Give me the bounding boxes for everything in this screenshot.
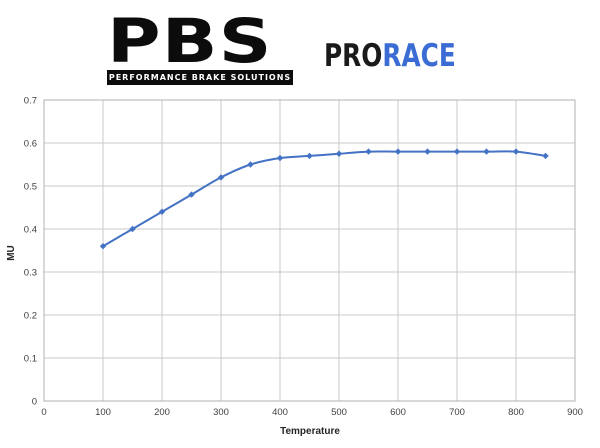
y-tick-label: 0.4 <box>24 225 37 236</box>
x-tick-label: 700 <box>449 407 465 418</box>
x-tick-label: 600 <box>390 407 406 418</box>
mu-series-marker <box>188 191 195 198</box>
mu-series-marker <box>217 174 225 181</box>
grid-layer <box>43 99 576 402</box>
prorace-race: RACE <box>382 38 456 74</box>
header: PBS PERFORMANCE BRAKE SOLUTIONS PRO RACE <box>0 0 600 90</box>
plot-border <box>43 99 576 402</box>
x-tick-label: 900 <box>567 407 583 418</box>
y-axis-title: MU <box>6 245 17 261</box>
y-tick-label: 0.6 <box>24 139 37 150</box>
mu-series-marker <box>424 148 431 155</box>
x-axis-title: Temperature <box>280 426 340 437</box>
y-tick-label: 0.2 <box>24 311 37 322</box>
pbs-logo: PBS PERFORMANCE BRAKE SOLUTIONS <box>107 11 293 85</box>
mu-chart-svg: 0 100 200 300 400 500 600 700 800 900 0 0.1 0.2 0.3 0.… <box>6 96 583 438</box>
tick-label-layer: 0 100 200 300 400 500 600 700 800 900 0 0.1 0.2 0.3 0.… <box>24 96 583 419</box>
y-tick-label: 0 <box>32 397 37 408</box>
mu-series-marker <box>129 225 136 233</box>
x-tick-label: 500 <box>331 407 347 418</box>
y-tick-label: 0.7 <box>24 96 37 107</box>
y-tick-label: 0.1 <box>24 354 37 365</box>
x-tick-label: 200 <box>154 407 170 418</box>
mu-series-marker <box>99 243 107 250</box>
mu-series-marker <box>276 154 284 162</box>
mu-series-marker <box>335 150 343 157</box>
mu-series-marker <box>542 152 549 160</box>
y-tick-label: 0.3 <box>24 268 37 279</box>
mu-series-marker <box>158 208 166 215</box>
x-tick-label: 300 <box>213 407 229 418</box>
mu-series-line <box>102 150 547 248</box>
mu-temperature-chart: 0 100 200 300 400 500 600 700 800 900 0 0.1 0.2 0.3 0.… <box>0 90 600 448</box>
mu-series-marker <box>453 148 461 155</box>
mu-series-marker <box>247 161 254 168</box>
mu-series-marker <box>394 148 402 155</box>
x-tick-label: 800 <box>508 407 524 418</box>
mu-series-marker <box>483 148 490 155</box>
prorace-pro: PRO <box>324 38 383 74</box>
x-tick-label: 400 <box>272 407 288 418</box>
pbs-logo-tagline: PERFORMANCE BRAKE SOLUTIONS <box>107 70 293 85</box>
mu-series-marker <box>306 152 313 160</box>
pbs-logo-acronym: PBS <box>107 5 273 77</box>
y-tick-label: 0.5 <box>24 182 37 193</box>
x-tick-label: 100 <box>95 407 111 418</box>
mu-series-marker <box>512 148 520 155</box>
prorace-wordmark: PRO RACE <box>324 41 456 72</box>
series-layer <box>99 148 549 250</box>
mu-series-marker <box>365 148 372 155</box>
x-tick-label: 0 <box>41 407 46 418</box>
